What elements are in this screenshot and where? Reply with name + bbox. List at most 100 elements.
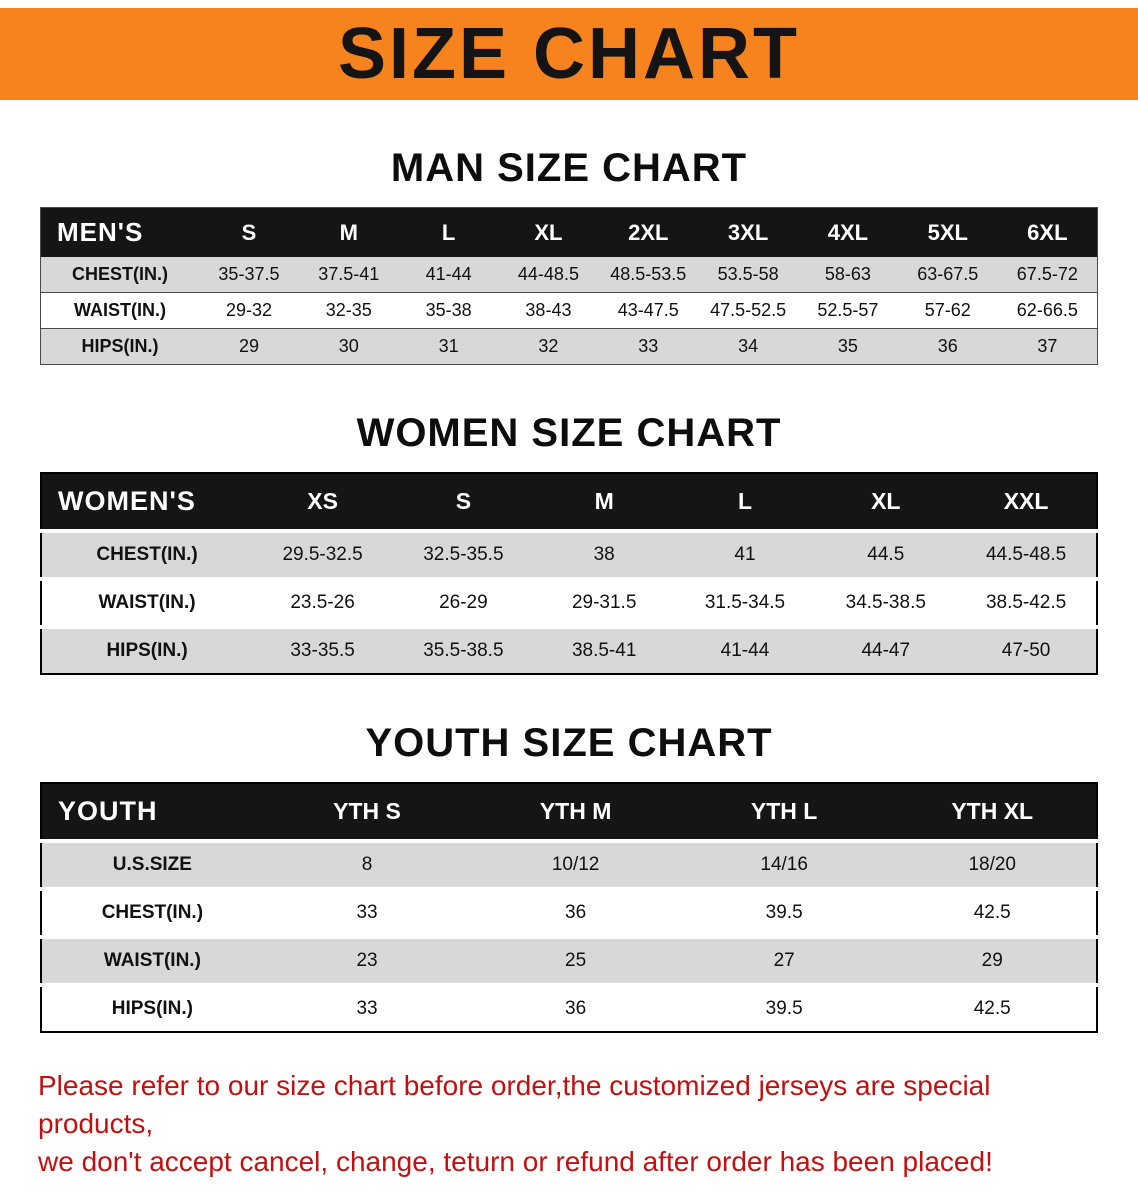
measurement-label-cell: CHEST(IN.) xyxy=(101,902,204,923)
size-value-cell: 29 xyxy=(199,328,299,365)
youth-size-header-cell: YTH M xyxy=(471,783,680,841)
size-value-cell: 29-32 xyxy=(199,292,299,329)
size-value-cell: 41 xyxy=(734,544,756,565)
size-value-cell: 34.5-38.5 xyxy=(845,592,926,613)
size-value-cell: 52.5-57 xyxy=(798,292,898,329)
youth-size-header-cell: YTH XL xyxy=(888,783,1097,841)
mens-size-header-cell: 2XL xyxy=(598,207,699,257)
size-value-cell: 32-35 xyxy=(298,292,399,329)
mens-section-heading: MAN SIZE CHART xyxy=(390,146,748,190)
size-value-cell: 8 xyxy=(361,854,373,875)
size-value-cell: 44.5-48.5 xyxy=(985,544,1067,565)
youth-table-row: CHEST(IN.) 33 36 39.5 42.5 xyxy=(41,889,1097,937)
size-value-cell: 44-47 xyxy=(861,640,911,661)
size-value-cell: 47-50 xyxy=(1001,640,1051,661)
youth-table-row: HIPS(IN.) 33 36 39.5 42.5 xyxy=(41,985,1097,1032)
size-value-cell: 62-66.5 xyxy=(997,292,1098,329)
measurement-label-cell: WAIST(IN.) xyxy=(98,592,196,613)
mens-header-row: MEN'S S M L XL 2XL 3XL 4XL 5XL 6XL xyxy=(40,207,1098,257)
size-value-cell: 35.5-38.5 xyxy=(423,640,504,661)
mens-size-header-cell: 3XL xyxy=(698,207,799,257)
womens-size-table: WOMEN'S XS S M L XL XXL CHEST(IN.) 29.5-32.5 32.5… xyxy=(40,472,1098,675)
measurement-label-cell: CHEST(IN.) xyxy=(96,544,198,565)
youth-size-header-cell: YTH S xyxy=(262,783,472,841)
youth-header-row: YOUTH YTH S YTH M YTH L YTH XL xyxy=(41,783,1097,841)
size-value-cell: 29-31.5 xyxy=(571,592,637,613)
womens-header-row: WOMEN'S XS S M L XL XXL xyxy=(41,473,1097,531)
size-value-cell: 18/20 xyxy=(968,854,1016,875)
measurement-label-cell: WAIST(IN.) xyxy=(103,950,201,971)
size-value-cell: 39.5 xyxy=(765,902,803,923)
size-value-cell: 35 xyxy=(798,328,898,365)
size-value-cell: 33 xyxy=(356,902,378,923)
size-value-cell: 33 xyxy=(598,328,699,365)
size-value-cell: 37 xyxy=(997,328,1098,365)
mens-size-header-cell: 5XL xyxy=(897,207,998,257)
disclaimer-line-2: we don't accept cancel, change, teturn o… xyxy=(38,1145,993,1177)
size-value-cell: 33 xyxy=(356,998,378,1019)
size-value-cell: 67.5-72 xyxy=(997,257,1098,293)
mens-size-header-cell: 4XL xyxy=(798,207,898,257)
youth-size-chart-section: YOUTH SIZE CHART YOUTH YTH S YTH M YTH L YTH … xyxy=(0,721,1138,1033)
size-value-cell: 31.5-34.5 xyxy=(704,592,786,613)
size-value-cell: 23.5-26 xyxy=(290,592,355,613)
size-value-cell: 47.5-52.5 xyxy=(698,292,799,329)
size-value-cell: 36 xyxy=(897,328,998,365)
size-value-cell: 43-47.5 xyxy=(598,292,699,329)
size-value-cell: 36 xyxy=(565,998,587,1019)
womens-size-header-cell: XL xyxy=(815,473,957,531)
size-value-cell: 29 xyxy=(981,950,1003,971)
size-value-cell: 14/16 xyxy=(760,854,808,875)
measurement-label-cell: HIPS(IN.) xyxy=(111,998,194,1019)
size-value-cell: 42.5 xyxy=(973,902,1011,923)
mens-size-header-cell: L xyxy=(398,207,499,257)
size-value-cell: 30 xyxy=(298,328,399,365)
disclaimer-line-1: Please refer to our size chart before or… xyxy=(38,1070,991,1139)
size-value-cell: 10/12 xyxy=(551,854,600,875)
womens-table-row: CHEST(IN.) 29.5-32.5 32.5-35.5 38 41 44.5 44.5… xyxy=(41,531,1097,579)
size-value-cell: 53.5-58 xyxy=(698,257,799,293)
size-value-cell: 41-44 xyxy=(398,257,499,293)
size-value-cell: 37.5-41 xyxy=(298,257,399,293)
size-value-cell: 35-37.5 xyxy=(199,257,299,293)
measurement-label-cell: U.S.SIZE xyxy=(112,854,192,875)
mens-size-header-cell: 6XL xyxy=(997,207,1098,257)
page-title: SIZE CHART xyxy=(338,14,800,94)
size-value-cell: 44-48.5 xyxy=(498,257,599,293)
size-value-cell: 29.5-32.5 xyxy=(282,544,363,565)
size-value-cell: 31 xyxy=(398,328,499,365)
measurement-label-cell: HIPS(IN.) xyxy=(40,328,200,365)
mens-size-table: MEN'S S M L XL 2XL 3XL 4XL 5XL 6XL CHEST(IN.) 35-37… xyxy=(40,207,1098,365)
size-value-cell: 27 xyxy=(773,950,795,971)
mens-table-row: CHEST(IN.) 35-37.5 37.5-41 41-44 44-48.5 48.5… xyxy=(40,257,1098,293)
womens-table-row: HIPS(IN.) 33-35.5 35.5-38.5 38.5-41 41-44 44-… xyxy=(41,627,1097,674)
size-chart-sections: MAN SIZE CHART MEN'S S M L XL 2XL 3XL 4XL 5XL 6XL C… xyxy=(0,146,1138,1033)
disclaimer-text: Please refer to our size chart before or… xyxy=(38,1067,1100,1180)
womens-section-heading: WOMEN SIZE CHART xyxy=(356,411,782,455)
womens-size-header-cell: XS xyxy=(252,473,393,531)
womens-size-header-cell: XXL xyxy=(956,473,1097,531)
size-value-cell: 39.5 xyxy=(765,998,803,1019)
youth-table-row: WAIST(IN.) 23 25 27 29 xyxy=(41,937,1097,985)
measurement-label-cell: WAIST(IN.) xyxy=(40,292,200,329)
size-value-cell: 38-43 xyxy=(498,292,599,329)
size-value-cell: 23 xyxy=(356,950,378,971)
size-value-cell: 57-62 xyxy=(897,292,998,329)
size-value-cell: 38.5-41 xyxy=(571,640,637,661)
size-value-cell: 35-38 xyxy=(398,292,499,329)
size-chart-banner: SIZE CHART xyxy=(0,8,1138,100)
womens-size-header-cell: S xyxy=(392,473,534,531)
youth-size-header-cell: YTH L xyxy=(679,783,889,841)
mens-table-row: WAIST(IN.) 29-32 32-35 35-38 38-43 43-47.5 47.… xyxy=(40,292,1098,329)
size-value-cell: 63-67.5 xyxy=(897,257,998,293)
mens-table-title-cell: MEN'S xyxy=(40,207,200,257)
womens-size-header-cell: L xyxy=(674,473,816,531)
size-value-cell: 32.5-35.5 xyxy=(423,544,504,565)
youth-size-table: YOUTH YTH S YTH M YTH L YTH XL U.S.SIZE 8 10/12… xyxy=(40,782,1098,1033)
size-value-cell: 38 xyxy=(593,544,615,565)
size-value-cell: 42.5 xyxy=(973,998,1011,1019)
womens-size-header-cell: M xyxy=(533,473,675,531)
size-value-cell: 26-29 xyxy=(439,592,488,613)
womens-size-chart-section: WOMEN SIZE CHART WOMEN'S XS S M L XL XXL CHEST(I… xyxy=(0,411,1138,675)
size-value-cell: 34 xyxy=(698,328,799,365)
